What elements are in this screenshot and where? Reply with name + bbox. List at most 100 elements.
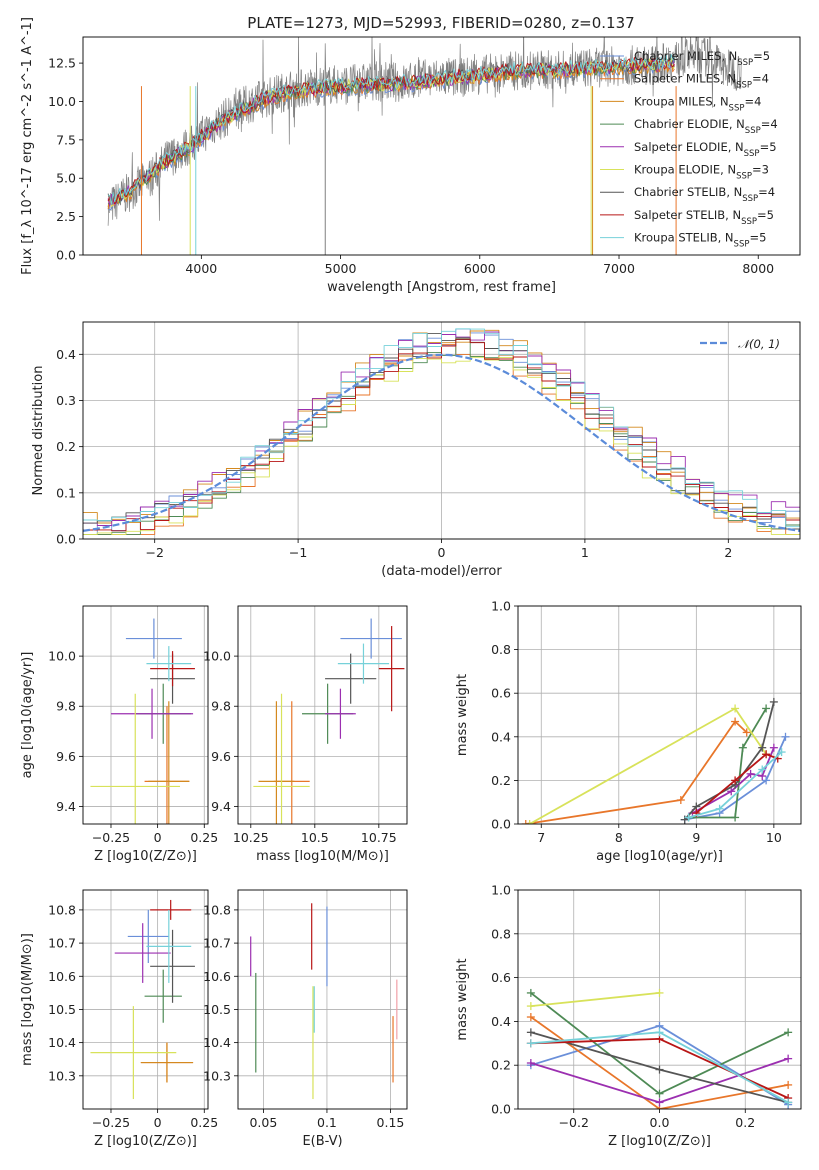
y-tick-label: 0.2 [491, 1058, 511, 1073]
axes-frame [82, 605, 209, 825]
plot-area [521, 697, 790, 824]
plot-area [526, 988, 793, 1109]
weight-line [695, 753, 779, 814]
weight-line [530, 1016, 789, 1109]
y-tick-label: 10.7 [48, 936, 76, 951]
legend-label: Salpeter STELIB, NSSP=5 [634, 208, 774, 227]
y-tick-label: 0.8 [491, 642, 511, 657]
legend-label: Chabrier STELIB, NSSP=4 [634, 185, 775, 204]
plot-area [90, 899, 195, 1100]
axes-frame [82, 36, 801, 256]
plot-area [90, 618, 195, 824]
y-axis-label: mass [log10(M/M⊙)] [20, 933, 35, 1066]
x-tick-label: 0.15 [377, 1115, 405, 1130]
y-tick-label: 9.6 [56, 749, 76, 764]
panel-mass_age: 10.25 10.5 10.75 9.4 9.6 9.8 10.0 mass [log10(M… [203, 605, 408, 864]
x-axis-label: (data-model)/error [381, 564, 502, 579]
panel-z_weight: −0.2 0.0 0.2 0.0 0.2 0.4 0.6 0.8 1.0 Z [log10(Z/Z… [455, 883, 802, 1149]
y-tick-label: 0.4 [56, 347, 76, 362]
model-spectrum [107, 53, 675, 205]
y-tick-label: 10.7 [203, 936, 231, 951]
x-axis-label: Z [log10(Z/Z⊙)] [94, 849, 197, 864]
y-tick-label: 0.2 [491, 773, 511, 788]
y-tick-label: 10.0 [48, 649, 76, 664]
y-tick-label: 0.0 [56, 248, 76, 263]
x-tick-label: 0.2 [735, 1115, 755, 1130]
figure-title: PLATE=1273, MJD=52993, FIBERID=0280, z=0… [247, 14, 634, 32]
x-tick-label: 0.25 [190, 830, 218, 845]
x-tick-label: −1 [289, 545, 307, 560]
x-tick-label: 0.0 [650, 1115, 670, 1130]
y-tick-label: 10.5 [48, 1002, 76, 1017]
legend-label: Salpeter MILES, NSSP=4 [634, 72, 769, 91]
weight-line [529, 707, 767, 824]
weight-line [688, 751, 783, 819]
panel-z_age: −0.25 0 0.25 9.4 9.6 9.8 10.0 Z [log10(Z/Z⊙)] ag… [20, 605, 218, 864]
y-tick-label: 0.6 [491, 686, 511, 701]
plot-area [107, 37, 742, 255]
y-tick-label: 9.6 [211, 749, 231, 764]
x-tick-label: 9 [692, 830, 700, 845]
x-tick-label: 8000 [742, 261, 774, 276]
x-tick-label: 0 [154, 1115, 162, 1130]
y-tick-label: 0.0 [491, 817, 511, 832]
legend-label: Kroupa ELODIE, NSSP=3 [634, 163, 769, 182]
y-tick-label: 10.0 [48, 94, 76, 109]
y-tick-label: 10.3 [48, 1068, 76, 1083]
panel-ebv_mass: 0.05 0.1 0.15 10.3 10.4 10.5 10.6 10.7 10.8 E(B-V… [203, 889, 408, 1149]
y-tick-label: 0.2 [56, 439, 76, 454]
y-axis-label: mass weight [455, 958, 470, 1040]
axes-frame [237, 889, 408, 1110]
panel-age_weight: 7 8 9 10 0.0 0.2 0.4 0.6 0.8 1.0 age [log10(age/yr… [455, 599, 802, 864]
y-tick-label: 0.6 [491, 970, 511, 985]
y-tick-label: 9.8 [211, 699, 231, 714]
weight-line [525, 720, 748, 824]
y-tick-label: 12.5 [48, 56, 76, 71]
y-tick-label: 1.0 [491, 599, 511, 614]
y-axis-label: Normed distribution [31, 366, 46, 496]
y-tick-label: 10.3 [203, 1068, 231, 1083]
x-tick-label: 0 [438, 545, 446, 560]
plot-area [83, 328, 800, 535]
x-tick-label: 7000 [603, 261, 635, 276]
axes-frame [82, 321, 801, 540]
x-tick-label: 4000 [185, 261, 217, 276]
x-tick-label: 10.75 [361, 830, 397, 845]
plot-area [253, 618, 405, 824]
panel-z_mass: −0.25 0 0.25 10.3 10.4 10.5 10.6 10.7 10.8 Z [log… [20, 889, 218, 1149]
y-tick-label: 0.4 [491, 1014, 511, 1029]
y-tick-label: 9.4 [211, 799, 231, 814]
y-tick-label: 0.8 [491, 926, 511, 941]
x-tick-label: 2 [724, 545, 732, 560]
y-tick-label: 0.4 [491, 729, 511, 744]
y-tick-label: 0.0 [56, 532, 76, 547]
chart-panels: 4000 5000 6000 7000 80000.02.55.07.510.012.5… [20, 17, 802, 1149]
x-tick-label: 0.05 [249, 1115, 277, 1130]
legend-label: 𝒩(0, 1) [738, 337, 780, 351]
y-tick-label: 9.8 [56, 699, 76, 714]
panel-residual_hist: −2 −1 0 1 2 0.0 0.1 0.2 0.3 0.4 (data-model)/error… [31, 321, 801, 579]
legend-label: Kroupa STELIB, NSSP=5 [634, 231, 766, 250]
y-tick-label: 9.4 [56, 799, 76, 814]
x-axis-label: wavelength [Angstrom, rest frame] [327, 280, 556, 295]
y-axis-label: mass weight [455, 674, 470, 756]
x-tick-label: −0.25 [92, 1115, 130, 1130]
x-tick-label: 5000 [325, 261, 357, 276]
x-tick-label: 7 [537, 830, 545, 845]
legend-label: Kroupa MILES, NSSP=4 [634, 94, 761, 113]
x-tick-label: 0 [154, 830, 162, 845]
residual-histogram [83, 328, 800, 528]
axes-frame [82, 889, 209, 1110]
normal-curve [83, 353, 800, 532]
y-tick-label: 10.8 [203, 902, 231, 917]
x-tick-label: −0.25 [92, 830, 130, 845]
axes-frame [517, 605, 802, 825]
y-tick-label: 5.0 [56, 171, 76, 186]
plot-area [250, 903, 398, 1100]
x-tick-label: −2 [145, 545, 163, 560]
y-tick-label: 10.5 [203, 1002, 231, 1017]
weight-line [688, 708, 767, 819]
y-tick-label: 10.6 [48, 969, 76, 984]
x-tick-label: 10.25 [233, 830, 269, 845]
